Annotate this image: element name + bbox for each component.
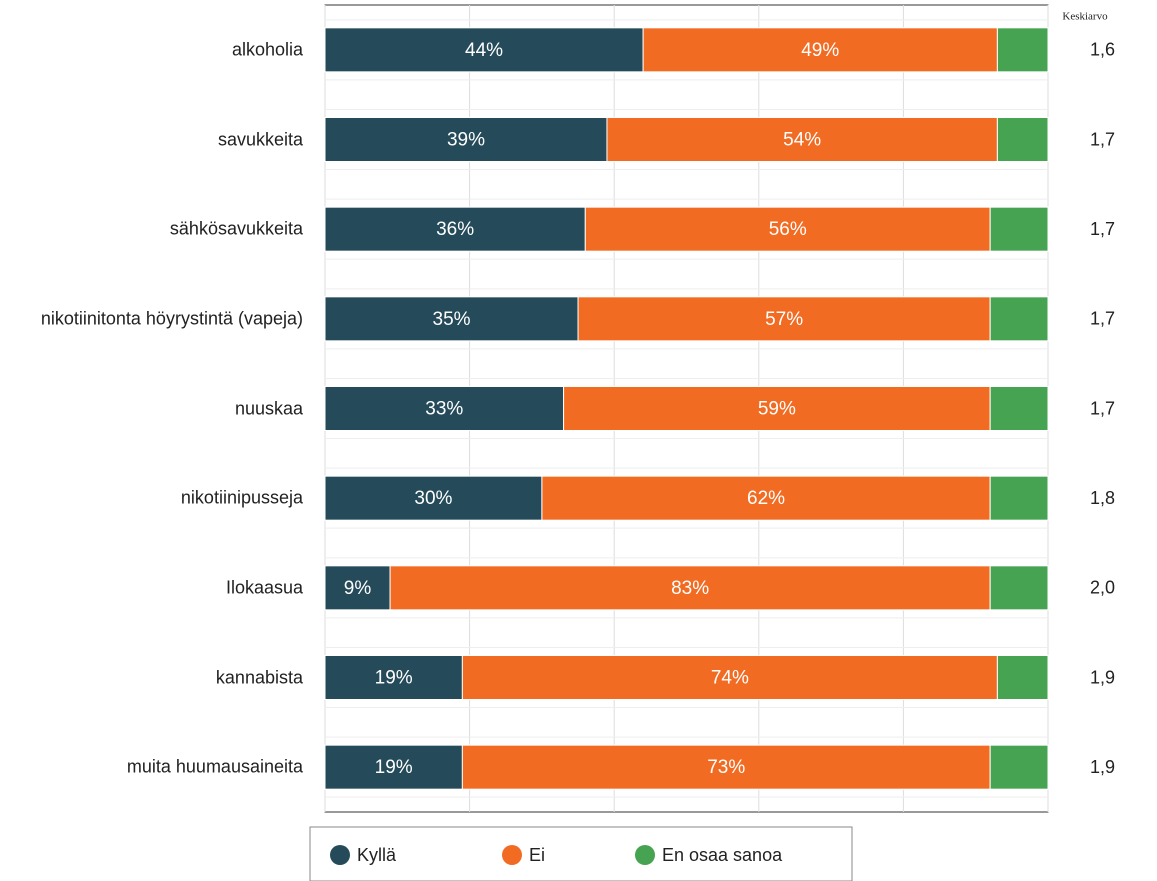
data-label: 39% (447, 130, 485, 151)
legend-marker (502, 845, 522, 865)
average-value: 1,8 (1090, 488, 1115, 508)
bar-segment (461, 744, 991, 790)
bar-segment (989, 296, 1049, 342)
average-value: 1,9 (1090, 757, 1115, 777)
average-value: 1,6 (1090, 40, 1115, 60)
data-label: 62% (747, 488, 785, 509)
bar-segment (324, 386, 565, 431)
bar-segment (541, 475, 991, 521)
category-label: sähkösavukkeita (169, 218, 303, 239)
average-value: 1,7 (1090, 398, 1115, 418)
bar-segment (996, 655, 1049, 700)
data-label: 33% (425, 399, 463, 420)
bar-segment (989, 206, 1049, 252)
bar-segment (324, 296, 579, 342)
average-value: 1,7 (1090, 309, 1115, 329)
category-label: muita huumausaineita (126, 756, 303, 777)
bar-segment (324, 565, 391, 611)
average-value: 1,9 (1090, 667, 1115, 687)
averages-title: Keskiarvo (1062, 11, 1108, 23)
bar-segment (324, 117, 608, 162)
average-value: 1,7 (1090, 129, 1115, 149)
data-label: 59% (758, 399, 796, 420)
data-label: 83% (671, 578, 709, 599)
bar-segment (563, 386, 991, 431)
bar-segment (989, 475, 1049, 521)
category-label: savukkeita (217, 129, 303, 149)
data-label: 44% (465, 40, 503, 61)
data-label: 19% (375, 757, 413, 778)
data-label: 19% (375, 668, 413, 689)
bar-segment (989, 565, 1049, 611)
bar-segment (577, 296, 991, 342)
legend-marker (330, 845, 350, 865)
bar-segment (606, 117, 998, 162)
data-label: 57% (765, 309, 803, 330)
bar-segment (989, 744, 1049, 790)
category-label: nikotiinipusseja (180, 487, 303, 508)
category-label: kannabista (215, 667, 303, 687)
data-label: 56% (769, 219, 807, 240)
bar-segment (324, 27, 644, 73)
bar-segment (996, 117, 1049, 162)
bar-segment (996, 27, 1049, 73)
bar-segment (461, 655, 998, 700)
legend-marker (635, 845, 655, 865)
legend-label: Ei (529, 845, 545, 865)
average-value: 1,7 (1090, 219, 1115, 239)
category-label: nikotiinitonta höyrystintä (vapeja) (40, 308, 303, 329)
category-label: nuuskaa (234, 398, 303, 418)
data-label: 54% (783, 130, 821, 151)
data-label: 74% (711, 668, 749, 689)
bar-segment (324, 655, 463, 700)
bar-segment (324, 475, 543, 521)
legend-box (309, 826, 853, 881)
data-label: 36% (436, 219, 474, 240)
average-value: 2,0 (1090, 578, 1115, 598)
legend-label: En osaa sanoa (662, 845, 783, 865)
data-label: 9% (344, 578, 372, 599)
data-label: 35% (433, 309, 471, 330)
category-label: Ilokaasua (225, 577, 303, 598)
bar-segment (989, 386, 1049, 431)
data-label: 30% (414, 488, 452, 509)
bar-segment (584, 206, 991, 252)
data-label: 73% (707, 757, 745, 778)
data-label: 49% (801, 40, 839, 61)
category-label: alkoholia (231, 39, 303, 60)
legend-label: Kyllä (357, 845, 397, 865)
bar-segment (324, 744, 463, 790)
bar-segment (324, 206, 586, 252)
bar-segment (642, 27, 998, 73)
